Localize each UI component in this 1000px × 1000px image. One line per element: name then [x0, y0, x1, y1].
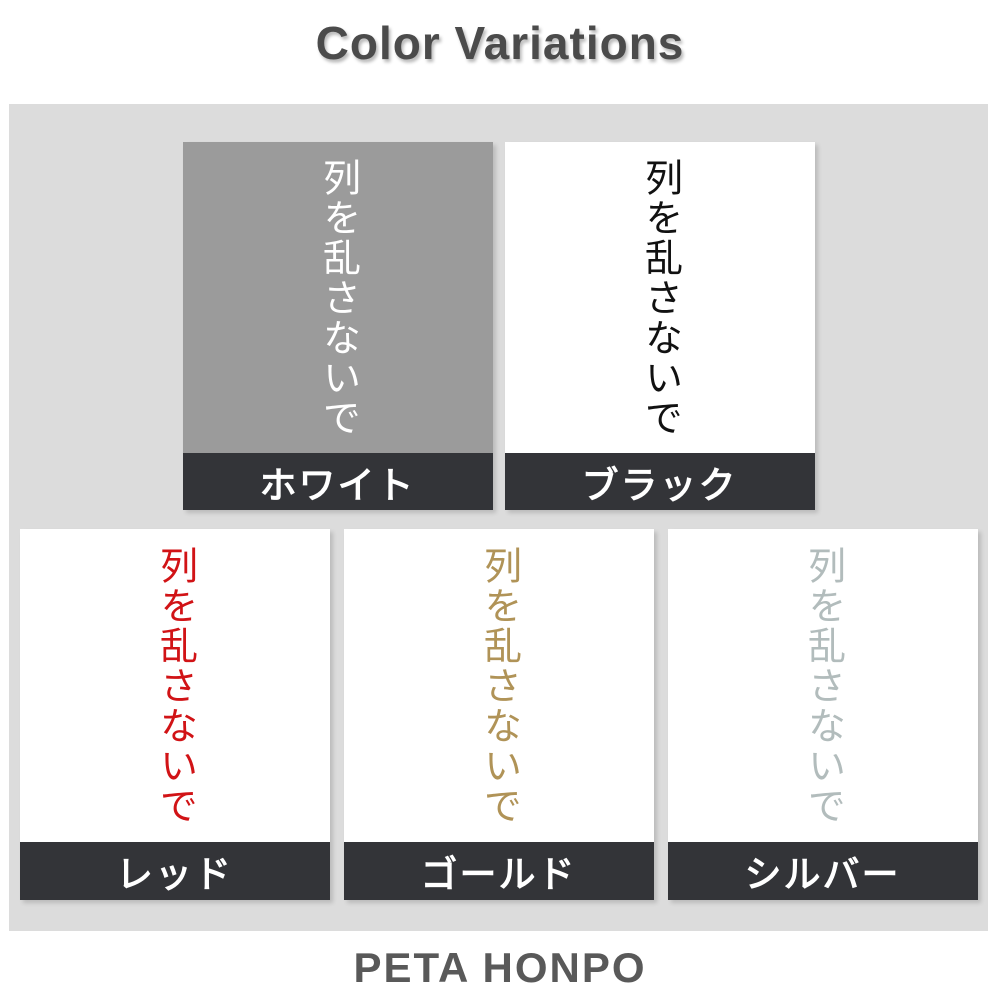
swatch-white: 列を乱さないで: [182, 142, 493, 453]
sample-text-silver: 列を乱さないで: [801, 545, 844, 826]
variation-label-gold: ゴールド: [420, 854, 577, 895]
variation-card-silver: 列を乱さないで シルバー: [667, 529, 978, 900]
swatch-silver: 列を乱さないで: [667, 529, 978, 842]
variation-label-black: ブラック: [581, 464, 738, 506]
label-bar-gold: ゴールド: [343, 842, 654, 900]
swatch-row-bottom: 列を乱さないで レッド 列を乱さないで ゴールド 列を乱さないで シルバー: [19, 529, 978, 900]
variation-label-red: レッド: [116, 854, 233, 895]
variation-card-gold: 列を乱さないで ゴールド: [343, 529, 654, 900]
variation-card-red: 列を乱さないで レッド: [19, 529, 330, 900]
sample-text-white: 列を乱さないで: [316, 157, 359, 438]
sample-text-gold: 列を乱さないで: [477, 545, 520, 826]
swatch-row-top: 列を乱さないで ホワイト 列を乱さないで ブラック: [182, 142, 815, 510]
swatch-red: 列を乱さないで: [19, 529, 330, 842]
page-title: Color Variations: [315, 17, 685, 69]
variation-label-silver: シルバー: [744, 854, 901, 895]
sample-text-red: 列を乱さないで: [153, 545, 196, 826]
label-bar-red: レッド: [19, 842, 330, 900]
swatch-gold: 列を乱さないで: [343, 529, 654, 842]
label-bar-black: ブラック: [504, 453, 815, 510]
variation-card-black: 列を乱さないで ブラック: [504, 142, 815, 510]
sample-text-black: 列を乱さないで: [638, 157, 681, 438]
label-bar-silver: シルバー: [667, 842, 978, 900]
brand-footer: PETA HONPO: [353, 944, 647, 991]
label-bar-white: ホワイト: [182, 453, 493, 510]
variation-card-white: 列を乱さないで ホワイト: [182, 142, 493, 510]
variation-label-white: ホワイト: [259, 464, 416, 506]
variations-panel: 列を乱さないで ホワイト 列を乱さないで ブラック 列を乱さないで レッド: [9, 104, 988, 931]
swatch-black: 列を乱さないで: [504, 142, 815, 453]
